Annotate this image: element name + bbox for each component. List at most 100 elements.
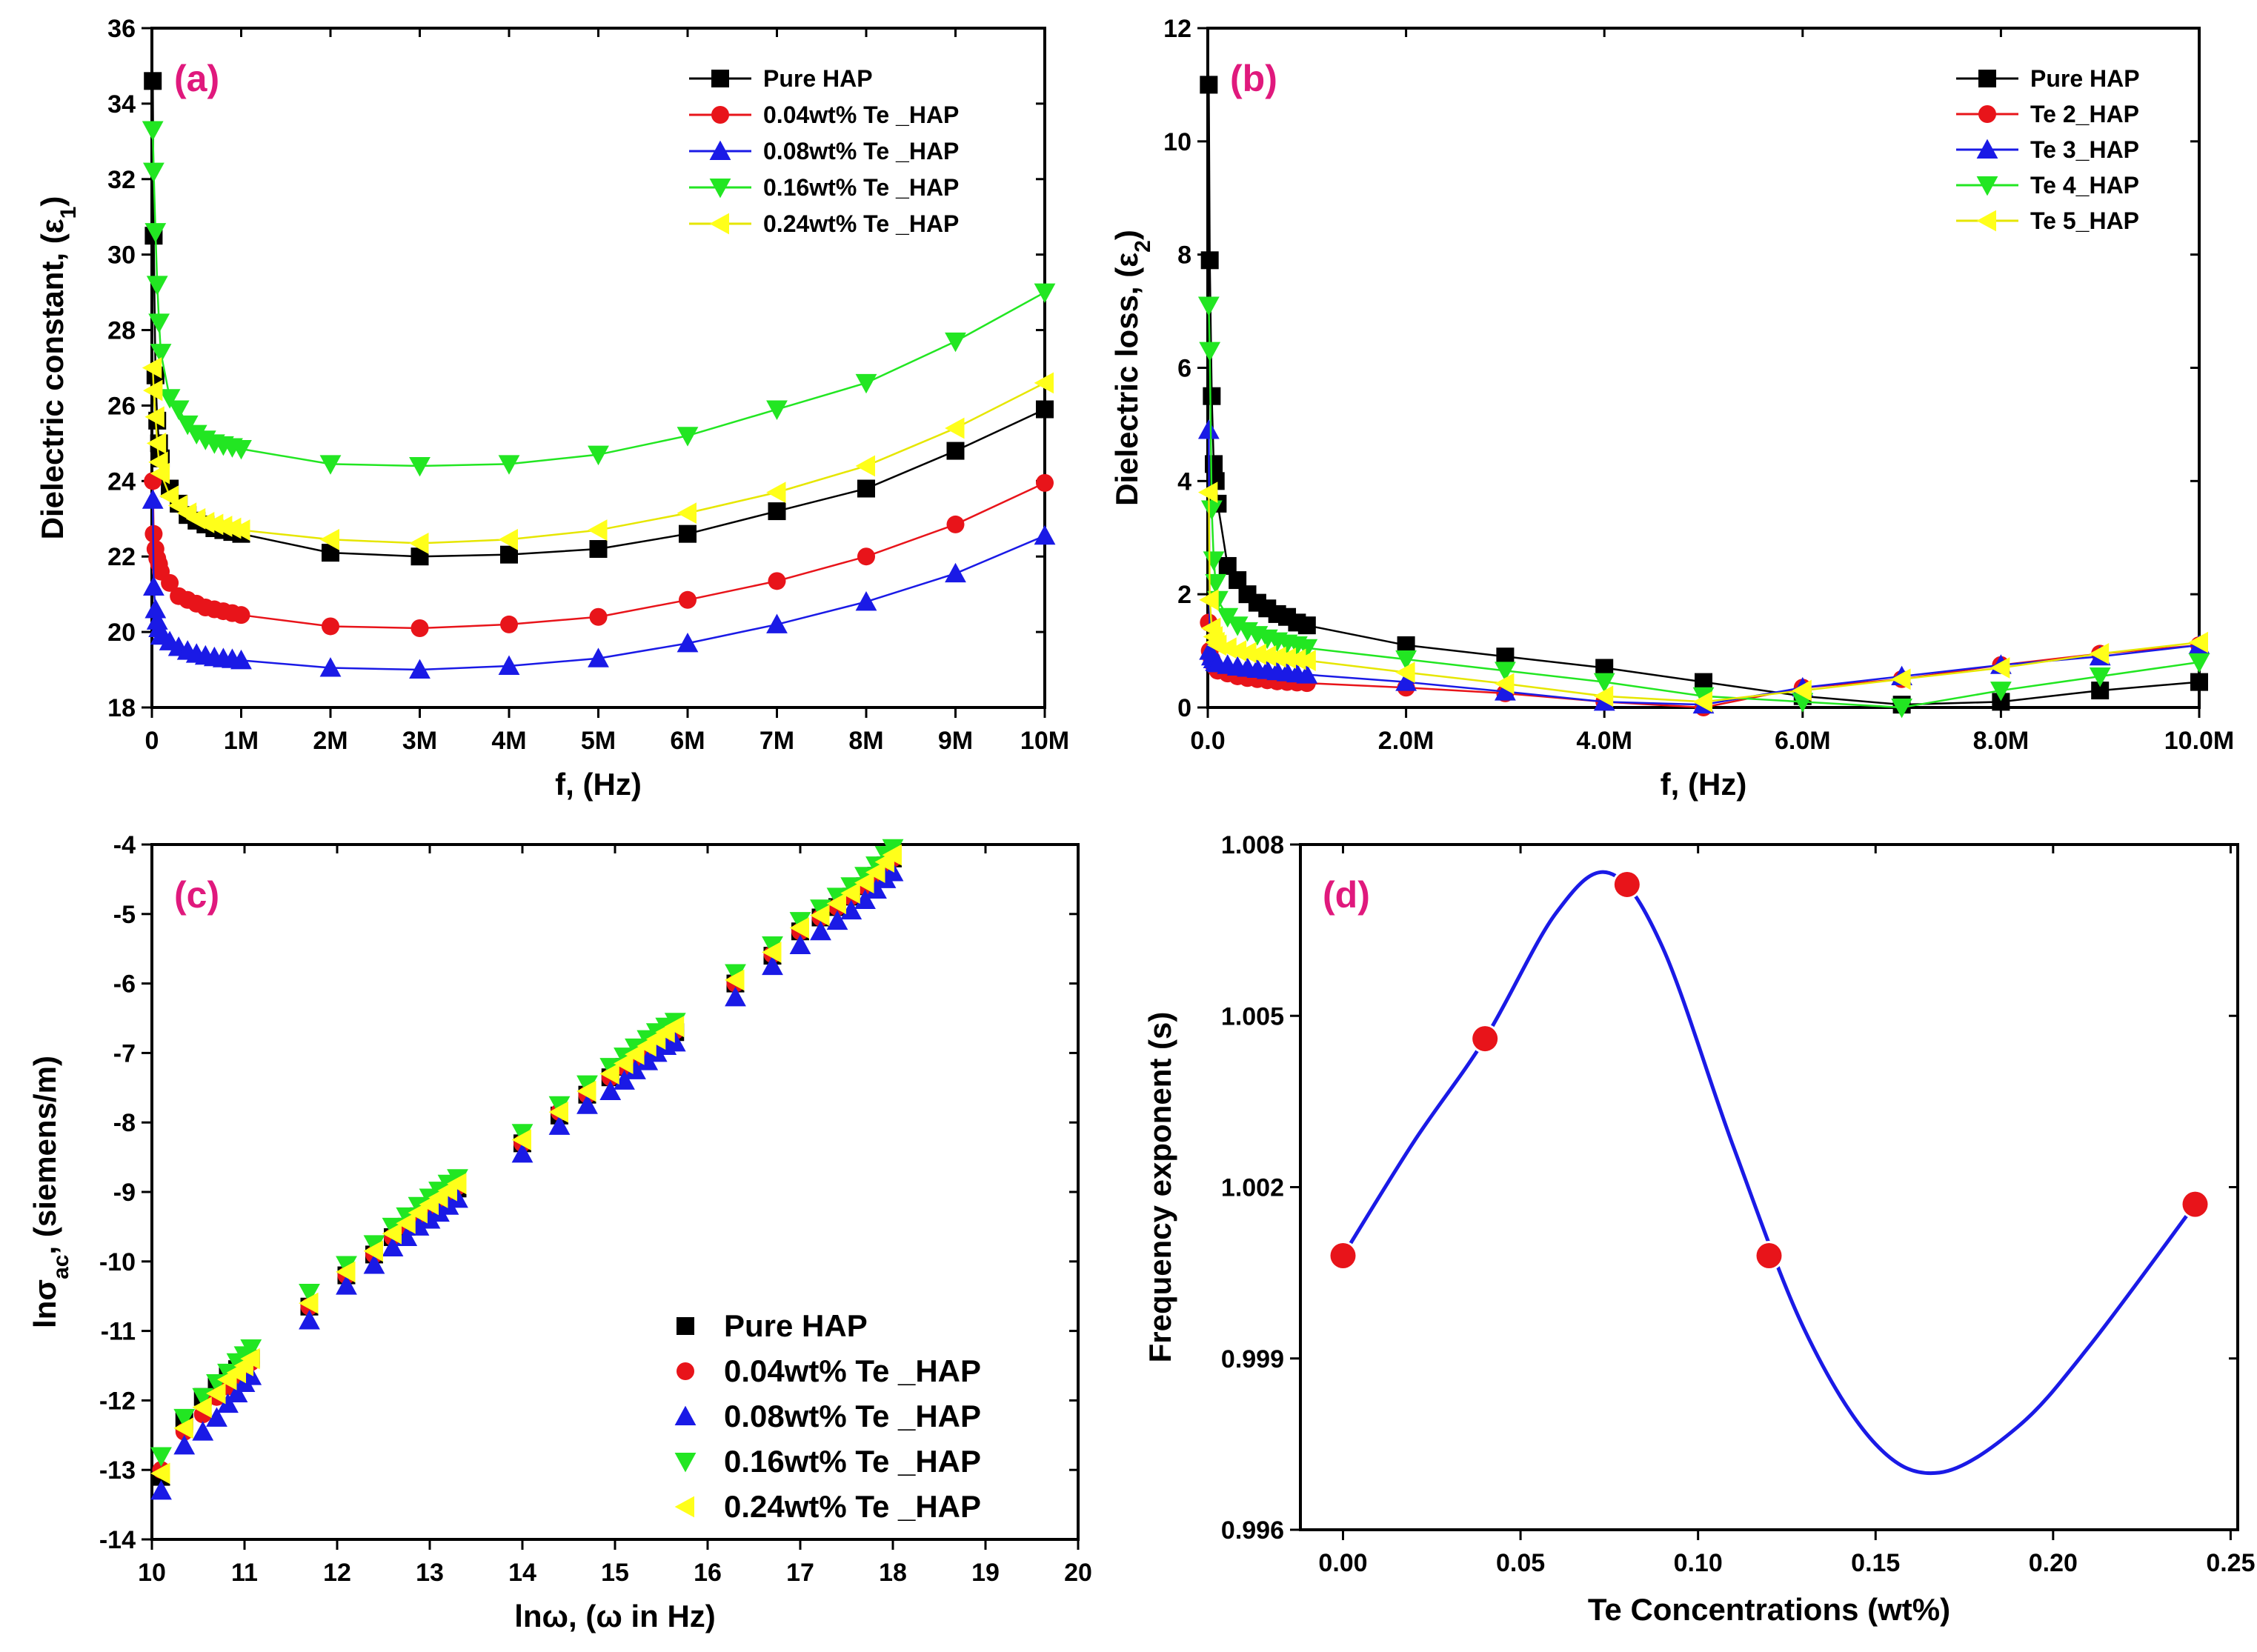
legend-entry: Te 5_HAP bbox=[1956, 207, 2139, 234]
data-point bbox=[882, 844, 902, 866]
data-point bbox=[725, 964, 746, 984]
legend-marker bbox=[1976, 210, 1996, 232]
data-point bbox=[213, 516, 233, 537]
data-point bbox=[1197, 419, 1220, 439]
y-tick-label: 0.999 bbox=[1221, 1345, 1284, 1373]
data-point bbox=[1256, 645, 1277, 667]
data-point bbox=[336, 1256, 357, 1276]
data-point bbox=[1990, 657, 2010, 679]
legend-marker bbox=[709, 179, 731, 199]
legend-label: 0.24wt% Te _HAP bbox=[724, 1489, 981, 1524]
data-point bbox=[173, 1408, 196, 1429]
legend-marker bbox=[674, 1496, 694, 1518]
y-tick-label: 1.005 bbox=[1221, 1002, 1284, 1030]
legend-marker bbox=[1978, 105, 1996, 123]
x-tick-label: 2M bbox=[313, 727, 348, 755]
data-point bbox=[363, 1235, 385, 1255]
data-point bbox=[150, 344, 172, 364]
panel-label: (a) bbox=[174, 58, 219, 99]
data-point bbox=[677, 502, 697, 524]
data-point bbox=[240, 1339, 262, 1359]
legend-marker bbox=[677, 1317, 694, 1335]
data-point bbox=[1200, 251, 1219, 270]
data-point bbox=[498, 655, 520, 675]
data-point bbox=[1296, 650, 1316, 671]
data-point bbox=[159, 389, 181, 409]
data-point bbox=[1330, 1243, 1356, 1268]
data-point bbox=[206, 1407, 227, 1427]
y-tick-label: 4 bbox=[1177, 467, 1191, 496]
data-point bbox=[419, 1209, 441, 1229]
y-axis-title: Dielectric constant, (ε1) bbox=[35, 196, 81, 540]
data-point bbox=[588, 647, 609, 667]
panel-c: 10 11 12 13 14 15 16 17 18 19 20 -14 -13 -12 -11 -10 -9 -… bbox=[27, 831, 1092, 1633]
x-tick-label: 0.20 bbox=[2029, 1549, 2078, 1577]
data-point bbox=[1891, 699, 1912, 719]
legend-entry: Pure HAP bbox=[1956, 65, 2140, 92]
data-point bbox=[447, 1173, 467, 1195]
x-tick-label: 19 bbox=[971, 1559, 1000, 1587]
data-point bbox=[826, 910, 848, 930]
y-tick-label: 10 bbox=[1163, 128, 1191, 156]
legend-entry: Te 2_HAP bbox=[1956, 101, 2139, 127]
series-line bbox=[1208, 492, 2200, 703]
data-point bbox=[217, 1363, 239, 1384]
data-point bbox=[161, 573, 179, 592]
legend-label: Pure HAP bbox=[2030, 65, 2140, 92]
series-4 bbox=[150, 844, 902, 1485]
panel-label: (d) bbox=[1323, 874, 1370, 916]
data-point bbox=[945, 332, 966, 353]
x-tick-label: 10 bbox=[138, 1559, 166, 1587]
data-point bbox=[142, 357, 162, 379]
x-tick-label: 0.10 bbox=[1674, 1549, 1723, 1577]
legend-marker bbox=[1976, 176, 1998, 196]
legend-entry: 0.04wt% Te _HAP bbox=[677, 1353, 981, 1388]
data-point bbox=[447, 1188, 468, 1208]
data-point bbox=[1226, 616, 1249, 636]
legend-marker bbox=[1976, 139, 1998, 159]
data-point bbox=[410, 619, 429, 638]
data-point bbox=[766, 482, 786, 504]
data-point bbox=[854, 889, 876, 910]
data-point bbox=[1034, 372, 1054, 394]
data-point bbox=[150, 1462, 170, 1485]
data-point bbox=[810, 905, 830, 927]
legend-entry: Te 4_HAP bbox=[1956, 172, 2139, 199]
data-point bbox=[725, 969, 745, 991]
data-point bbox=[2182, 1191, 2208, 1217]
data-point bbox=[1495, 662, 1516, 682]
x-tick-label: 2.0M bbox=[1378, 727, 1435, 755]
legend-label: 0.08wt% Te _HAP bbox=[724, 1399, 981, 1433]
data-point bbox=[1472, 1026, 1498, 1052]
x-tick-label: 6M bbox=[670, 727, 705, 755]
series-line bbox=[1208, 305, 2200, 709]
legend-label: Te 2_HAP bbox=[2030, 101, 2139, 127]
y-tick-label: -9 bbox=[113, 1179, 136, 1207]
y-tick-label: 36 bbox=[107, 15, 136, 43]
data-point bbox=[855, 373, 877, 394]
y-tick-label: 26 bbox=[107, 392, 136, 420]
data-point bbox=[159, 485, 179, 507]
data-point bbox=[1395, 650, 1417, 670]
y-tick-label: 8 bbox=[1177, 242, 1191, 270]
x-tick-label: 0.15 bbox=[1851, 1549, 1900, 1577]
data-point bbox=[396, 1212, 416, 1234]
data-point bbox=[1200, 76, 1218, 94]
legend-entry: Pure HAP bbox=[677, 1308, 868, 1343]
y-tick-label: 34 bbox=[107, 90, 136, 119]
x-tick-label: 4.0M bbox=[1576, 727, 1632, 755]
data-point bbox=[1593, 673, 1615, 693]
y-axis-title-sub: 2 bbox=[1131, 240, 1155, 253]
data-point bbox=[1297, 616, 1316, 635]
y-axis-title: lnσac, (siemens/m) bbox=[27, 1056, 73, 1328]
data-point bbox=[1197, 296, 1220, 316]
data-point bbox=[173, 1417, 193, 1439]
legend-label: 0.16wt% Te _HAP bbox=[724, 1444, 981, 1479]
legend-label: 0.08wt% Te _HAP bbox=[763, 138, 959, 164]
data-point bbox=[882, 839, 904, 859]
data-point bbox=[408, 1202, 428, 1224]
x-axis-title: Te Concentrations (wt%) bbox=[1588, 1592, 1950, 1627]
data-point bbox=[855, 590, 877, 611]
x-tick-label: 6.0M bbox=[1775, 727, 1831, 755]
legend-label: 0.24wt% Te _HAP bbox=[763, 210, 959, 237]
